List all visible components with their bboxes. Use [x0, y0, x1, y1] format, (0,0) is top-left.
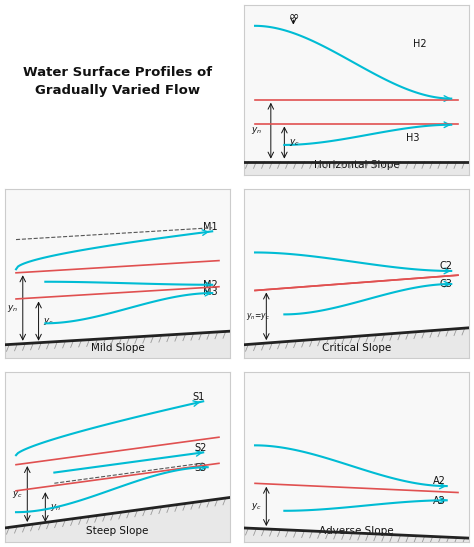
Text: S1: S1 [192, 392, 204, 401]
Text: Critical Slope: Critical Slope [322, 343, 391, 353]
Text: C2: C2 [440, 261, 453, 271]
Text: H3: H3 [406, 133, 419, 143]
Text: S3: S3 [194, 463, 206, 473]
Text: S2: S2 [194, 443, 207, 453]
Text: Adverse Slope: Adverse Slope [319, 526, 394, 537]
Text: A3: A3 [433, 496, 446, 505]
Text: A2: A2 [433, 476, 446, 486]
Text: $y_n$: $y_n$ [7, 302, 18, 313]
Text: $y_n$=$y_c$: $y_n$=$y_c$ [246, 311, 270, 322]
Text: $y_n$: $y_n$ [251, 125, 262, 136]
Text: $y_c$: $y_c$ [11, 488, 22, 499]
Text: $\infty$: $\infty$ [288, 9, 299, 22]
Text: Horizontal Slope: Horizontal Slope [314, 160, 400, 170]
Text: M2: M2 [203, 280, 218, 290]
Text: M3: M3 [203, 287, 218, 297]
Text: $y_c$: $y_c$ [43, 316, 54, 327]
Text: $y_n$: $y_n$ [50, 502, 61, 513]
Text: H2: H2 [413, 39, 427, 49]
Text: Mild Slope: Mild Slope [91, 343, 145, 353]
Text: $y_c$: $y_c$ [289, 137, 300, 148]
Text: $y_c$: $y_c$ [251, 501, 262, 512]
Text: Steep Slope: Steep Slope [86, 526, 149, 537]
Text: C3: C3 [440, 280, 453, 289]
Text: Water Surface Profiles of
Gradually Varied Flow: Water Surface Profiles of Gradually Vari… [23, 66, 212, 97]
Text: M1: M1 [203, 222, 218, 231]
